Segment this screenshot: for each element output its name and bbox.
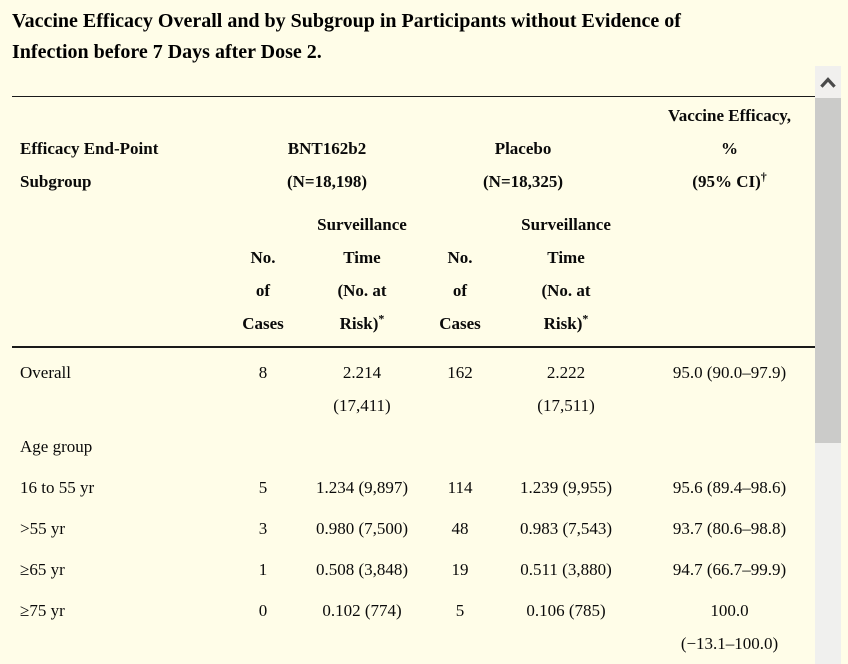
efficacy-table: Efficacy End-Point Subgroup BNT162b2 (N=… <box>12 96 816 664</box>
row-label: ≥75 yr <box>20 601 65 620</box>
placebo-surveillance-cell: 0.106 (785) <box>526 601 606 620</box>
table-row-16-to-55: 16 to 55 yr 5 1.234 (9,897) 114 1.239 (9… <box>12 467 815 508</box>
column-header-placebo-cases: No. of Cases <box>439 248 481 333</box>
empty-cell <box>234 426 292 467</box>
scrollbar-track[interactable] <box>815 66 841 664</box>
page-title: Vaccine Efficacy Overall and by Subgroup… <box>12 10 681 63</box>
empty-cell <box>644 426 815 467</box>
empty-cell <box>432 426 488 467</box>
efficacy-cell: 93.7 (80.6–98.8) <box>672 519 787 538</box>
table-row-overall: Overall 8 2.214 (17,411) 162 2.222 (17,5… <box>12 347 815 426</box>
placebo-cases-cell: 114 <box>447 478 473 497</box>
bnt-surveillance-cell: 0.980 (7,500) <box>315 519 409 538</box>
column-header-placebo-surveillance: Surveillance Time (No. at Risk)* <box>488 198 644 347</box>
column-header-empty <box>644 198 815 347</box>
bnt-cases-cell: 8 <box>258 363 268 382</box>
bnt-cases-cell: 5 <box>258 478 268 497</box>
bnt-cases-cell: 0 <box>258 601 268 620</box>
bnt-surveillance-cell: 2.214 (17,411) <box>333 363 391 415</box>
table-row-75-plus: ≥75 yr 0 0.102 (774) 5 0.106 (785) 100.0… <box>12 590 815 664</box>
efficacy-cell: 95.6 (89.4–98.6) <box>672 478 787 497</box>
column-header-bnt-cases: No. of Cases <box>242 248 284 333</box>
bnt-cases-cell: 3 <box>258 519 268 538</box>
section-label: Age group <box>20 437 93 456</box>
placebo-surveillance-cell: 0.983 (7,543) <box>519 519 613 538</box>
table-row-age-group-section: Age group <box>12 426 815 467</box>
header-group-row: Efficacy End-Point Subgroup BNT162b2 (N=… <box>12 97 815 199</box>
empty-cell <box>488 426 644 467</box>
placebo-cases-cell: 5 <box>455 601 465 620</box>
column-header-empty <box>12 198 234 347</box>
bnt-surveillance-cell: 1.234 (9,897) <box>315 478 409 497</box>
efficacy-cell: 94.7 (66.7–99.9) <box>672 560 787 579</box>
placebo-surveillance-cell: 0.511 (3,880) <box>520 560 612 579</box>
surveillance-label: Surveillance Time (No. at Risk) <box>521 215 611 333</box>
asterisk-footnote-mark: * <box>378 311 385 326</box>
efficacy-table-container: Efficacy End-Point Subgroup BNT162b2 (N=… <box>12 96 816 664</box>
asterisk-footnote-mark: * <box>582 311 589 326</box>
row-label: >55 yr <box>20 519 65 538</box>
table-row-over-55: >55 yr 3 0.980 (7,500) 48 0.983 (7,543) … <box>12 508 815 549</box>
column-header-vaccine-efficacy: Vaccine Efficacy, % (95% CI)† <box>644 97 815 199</box>
placebo-cases-cell: 162 <box>447 363 473 382</box>
scroll-up-button[interactable] <box>815 66 841 98</box>
column-header-subgroup: Efficacy End-Point Subgroup <box>20 139 159 191</box>
placebo-cases-cell: 48 <box>451 519 469 538</box>
row-label: ≥65 yr <box>20 560 65 579</box>
table-row-65-plus: ≥65 yr 1 0.508 (3,848) 19 0.511 (3,880) … <box>12 549 815 590</box>
bnt-cases-cell: 1 <box>258 560 268 579</box>
chevron-up-icon <box>820 76 836 88</box>
row-label: Overall <box>20 363 71 382</box>
header-sub-row: No. of Cases Surveillance Time (No. at R… <box>12 198 815 347</box>
vaccine-efficacy-label: Vaccine Efficacy, % (95% CI) <box>667 106 792 191</box>
column-header-bnt162b2: BNT162b2 (N=18,198) <box>286 139 368 191</box>
placebo-surveillance-cell: 2.222 (17,511) <box>537 363 595 415</box>
surveillance-label: Surveillance Time (No. at Risk) <box>317 215 407 333</box>
placebo-cases-cell: 19 <box>451 560 469 579</box>
column-header-bnt-surveillance: Surveillance Time (No. at Risk)* <box>292 198 432 347</box>
efficacy-cell: 100.0 (−13.1–100.0) <box>680 601 779 653</box>
dagger-footnote-mark: † <box>760 169 767 184</box>
empty-cell <box>292 426 432 467</box>
row-label: 16 to 55 yr <box>20 478 95 497</box>
placebo-surveillance-cell: 1.239 (9,955) <box>519 478 613 497</box>
efficacy-cell: 95.0 (90.0–97.9) <box>672 363 787 382</box>
bnt-surveillance-cell: 0.508 (3,848) <box>315 560 409 579</box>
scrollbar-thumb[interactable] <box>815 98 841 443</box>
bnt-surveillance-cell: 0.102 (774) <box>322 601 402 620</box>
column-header-placebo: Placebo (N=18,325) <box>483 139 564 191</box>
